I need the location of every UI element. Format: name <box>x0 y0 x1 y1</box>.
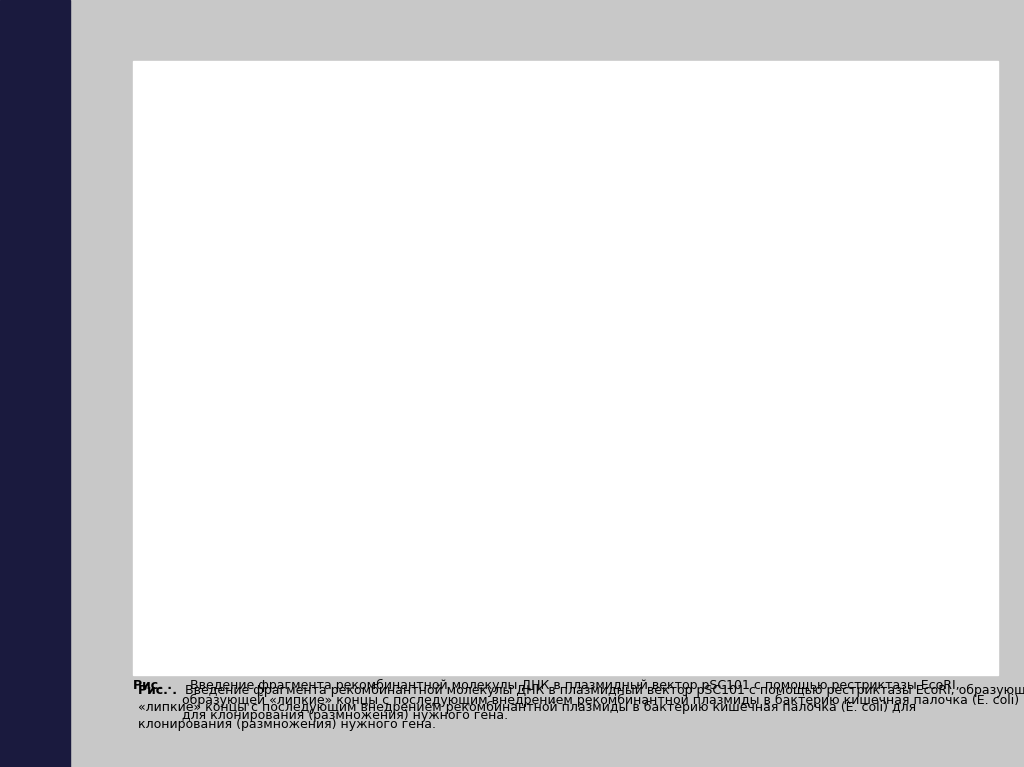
Wedge shape <box>473 597 517 617</box>
Circle shape <box>470 606 506 631</box>
Wedge shape <box>450 428 590 490</box>
Circle shape <box>459 597 517 640</box>
Circle shape <box>403 428 590 560</box>
Bar <box>916 179 940 202</box>
Bar <box>658 199 683 222</box>
Bar <box>678 334 903 380</box>
Bar <box>656 178 942 224</box>
Bar <box>680 336 901 379</box>
Bar <box>680 335 705 357</box>
Wedge shape <box>409 509 481 558</box>
Wedge shape <box>327 347 400 398</box>
Text: ПЛАЗМИДА: ПЛАЗМИДА <box>267 129 378 147</box>
Wedge shape <box>324 276 471 399</box>
Text: Введение фрагмента рекомбинантной молекулы ДНК в плазмидный вектор pSC101 с помо: Введение фрагмента рекомбинантной молеку… <box>182 679 1020 722</box>
Circle shape <box>244 152 386 253</box>
Text: БАКТЕРИЯ: БАКТЕРИЯ <box>732 616 833 634</box>
Text: EcoR I: EcoR I <box>485 259 534 275</box>
Text: Введение фрагмента рекомбинантной молекулы ДНК в плазмидный вектор pSC101 с помо: Введение фрагмента рекомбинантной молеку… <box>185 684 1024 697</box>
FancyBboxPatch shape <box>427 580 722 669</box>
Text: РАЗРЕЗАНИЕ: РАЗРЕЗАНИЕ <box>447 233 571 252</box>
Circle shape <box>270 170 359 235</box>
Text: EcoR I: EcoR I <box>324 194 355 205</box>
Bar <box>658 179 940 222</box>
Text: ЧУЖЕРОДНЫЙ ГЕН: ЧУЖЕРОДНЫЙ ГЕН <box>707 140 892 160</box>
Text: Рис. .: Рис. . <box>133 679 172 692</box>
Circle shape <box>436 451 557 537</box>
Text: СШИВКА ЛИГАЗОЙ: СШИВКА ЛИГАЗОЙ <box>717 430 899 448</box>
Text: «липкие» концы с последующим внедрением рекомбинантной плазмиды в бактерию кишеч: «липкие» концы с последующим внедрением … <box>138 701 916 714</box>
Wedge shape <box>247 211 303 251</box>
Bar <box>878 357 901 379</box>
Text: Рис. .: Рис. . <box>138 684 177 697</box>
Text: клонирования (размножения) нужного гена.: клонирования (размножения) нужного гена. <box>138 718 436 731</box>
Text: ИНТЕГРАЦИЯ В БАКТЕРИЮ: ИНТЕГРАЦИЯ В БАКТЕРИЮ <box>211 571 471 589</box>
